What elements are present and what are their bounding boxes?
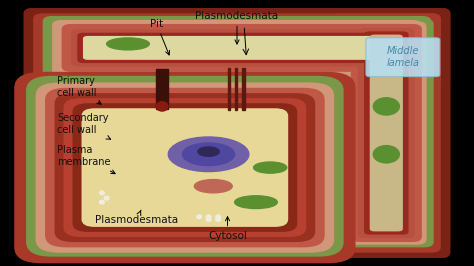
- Bar: [228, 68, 230, 110]
- FancyBboxPatch shape: [77, 33, 397, 63]
- Ellipse shape: [206, 218, 211, 221]
- Ellipse shape: [216, 215, 220, 219]
- FancyBboxPatch shape: [370, 35, 403, 231]
- Ellipse shape: [182, 143, 235, 165]
- Ellipse shape: [373, 146, 399, 163]
- Text: Plasma
membrane: Plasma membrane: [57, 145, 115, 174]
- FancyBboxPatch shape: [24, 8, 450, 90]
- FancyBboxPatch shape: [33, 13, 441, 85]
- FancyBboxPatch shape: [322, 8, 450, 258]
- Ellipse shape: [168, 137, 249, 172]
- Ellipse shape: [100, 200, 104, 204]
- FancyBboxPatch shape: [31, 11, 441, 255]
- FancyBboxPatch shape: [351, 24, 422, 242]
- Ellipse shape: [107, 38, 149, 50]
- FancyBboxPatch shape: [358, 28, 415, 238]
- FancyBboxPatch shape: [366, 38, 440, 77]
- Text: Middle
lamela: Middle lamela: [386, 46, 419, 68]
- FancyBboxPatch shape: [73, 103, 297, 232]
- Bar: [156, 69, 168, 109]
- FancyBboxPatch shape: [14, 72, 356, 263]
- Ellipse shape: [197, 215, 201, 219]
- Ellipse shape: [216, 218, 220, 221]
- FancyBboxPatch shape: [45, 88, 325, 247]
- Text: Plasmodesmata: Plasmodesmata: [195, 11, 279, 44]
- FancyBboxPatch shape: [364, 31, 409, 235]
- FancyBboxPatch shape: [83, 36, 391, 60]
- FancyBboxPatch shape: [26, 76, 344, 257]
- Text: Pit: Pit: [150, 19, 170, 55]
- Ellipse shape: [373, 98, 399, 115]
- FancyBboxPatch shape: [71, 29, 403, 66]
- FancyBboxPatch shape: [52, 20, 422, 76]
- Ellipse shape: [100, 191, 104, 195]
- FancyBboxPatch shape: [62, 24, 412, 72]
- FancyBboxPatch shape: [64, 98, 306, 237]
- Bar: [235, 68, 237, 110]
- Ellipse shape: [104, 196, 109, 200]
- FancyBboxPatch shape: [339, 19, 434, 247]
- FancyBboxPatch shape: [36, 82, 334, 253]
- Ellipse shape: [206, 215, 211, 219]
- FancyBboxPatch shape: [82, 108, 288, 227]
- Text: Cytosol: Cytosol: [208, 217, 247, 242]
- Ellipse shape: [198, 147, 219, 156]
- FancyBboxPatch shape: [43, 16, 431, 80]
- FancyBboxPatch shape: [24, 8, 450, 258]
- FancyBboxPatch shape: [55, 93, 315, 242]
- FancyBboxPatch shape: [346, 21, 427, 245]
- Text: Secondary
cell wall: Secondary cell wall: [57, 113, 110, 139]
- Text: Primary
cell wall: Primary cell wall: [57, 76, 101, 104]
- Ellipse shape: [254, 162, 287, 173]
- FancyBboxPatch shape: [332, 13, 441, 253]
- Ellipse shape: [156, 102, 168, 111]
- Ellipse shape: [194, 180, 232, 193]
- Bar: [242, 68, 245, 110]
- Text: Plasmodesmata: Plasmodesmata: [95, 210, 178, 226]
- Ellipse shape: [235, 196, 277, 209]
